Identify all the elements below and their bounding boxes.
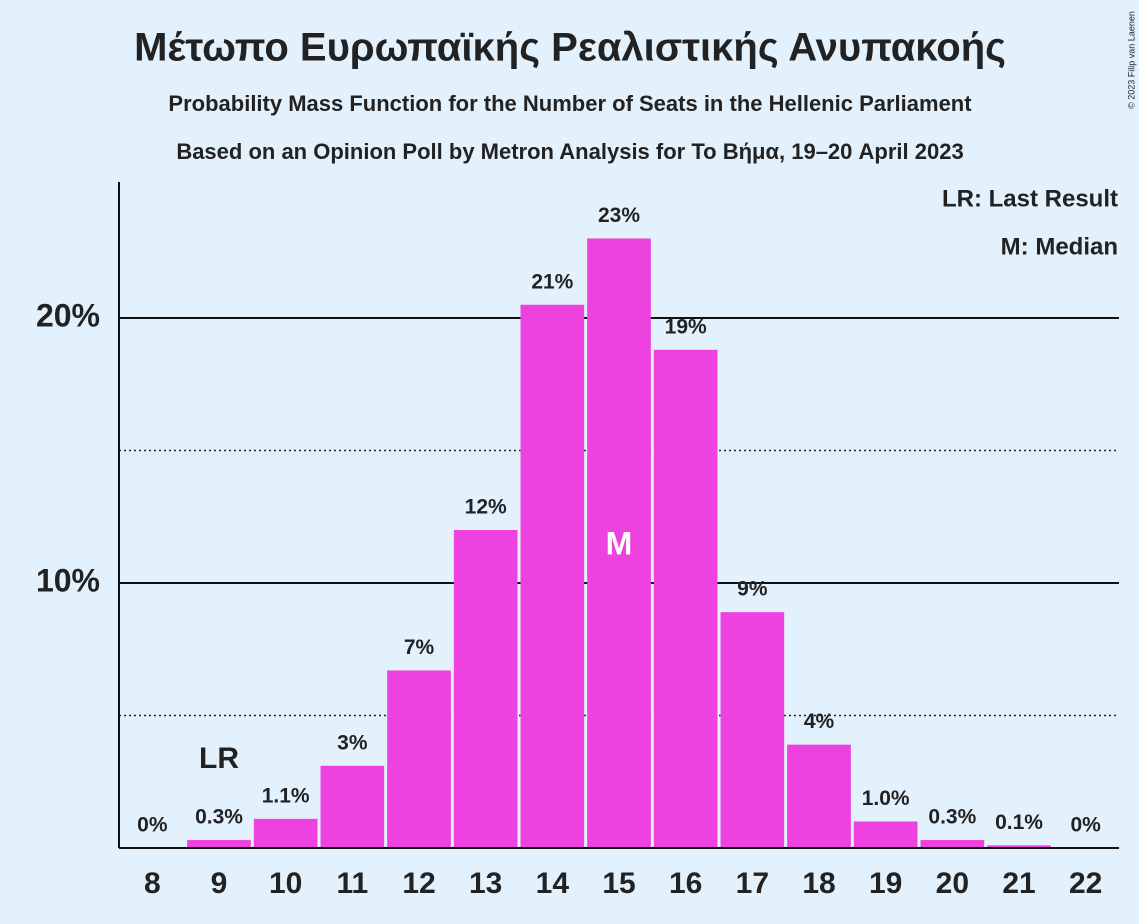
median-marker: M bbox=[606, 525, 633, 561]
x-tick-label: 11 bbox=[336, 867, 368, 900]
value-label: 3% bbox=[337, 731, 368, 754]
chart-title: Μέτωπο Ευρωπαϊκής Ρεαλιστικής Ανυπακοής bbox=[134, 26, 1006, 70]
x-tick-label: 15 bbox=[602, 867, 635, 900]
value-label: 9% bbox=[737, 578, 768, 601]
bar bbox=[387, 670, 451, 848]
bar bbox=[720, 612, 785, 848]
bar bbox=[520, 304, 585, 848]
x-tick-label: 18 bbox=[802, 867, 835, 900]
bar bbox=[320, 765, 385, 848]
last-result-marker: LR bbox=[199, 742, 239, 775]
value-label: 21% bbox=[531, 270, 573, 293]
x-tick-label: 19 bbox=[869, 867, 902, 900]
legend-entry: M: Median bbox=[1001, 233, 1118, 260]
legend-entry: LR: Last Result bbox=[942, 185, 1118, 212]
bar bbox=[920, 840, 985, 848]
x-tick-label: 14 bbox=[536, 867, 570, 900]
bar bbox=[987, 845, 1051, 848]
bar bbox=[453, 530, 518, 848]
value-label: 23% bbox=[598, 204, 640, 227]
y-tick-label: 20% bbox=[36, 297, 100, 333]
bar bbox=[187, 840, 251, 848]
value-label: 19% bbox=[665, 315, 707, 338]
x-tick-label: 8 bbox=[144, 867, 161, 900]
x-tick-label: 16 bbox=[669, 867, 702, 900]
bar bbox=[253, 818, 318, 848]
value-label: 0% bbox=[1070, 814, 1101, 837]
bar bbox=[787, 744, 851, 848]
x-tick-label: 22 bbox=[1069, 867, 1102, 900]
x-tick-label: 21 bbox=[1002, 867, 1035, 900]
value-label: 0% bbox=[137, 814, 168, 837]
value-label: 0.1% bbox=[995, 811, 1043, 834]
x-tick-label: 10 bbox=[269, 867, 302, 900]
x-tick-label: 12 bbox=[402, 867, 435, 900]
value-label: 1.1% bbox=[262, 784, 310, 807]
x-tick-label: 17 bbox=[736, 867, 769, 900]
chart-subtitle: Based on an Opinion Poll by Metron Analy… bbox=[176, 139, 963, 164]
value-label: 7% bbox=[404, 636, 435, 659]
value-label: 0.3% bbox=[195, 806, 243, 829]
value-label: 0.3% bbox=[928, 806, 976, 829]
bar bbox=[853, 821, 918, 848]
x-tick-label: 20 bbox=[936, 867, 969, 900]
copyright: © 2023 Filip van Laenen bbox=[1126, 11, 1136, 109]
x-tick-label: 9 bbox=[211, 867, 228, 900]
x-tick-label: 13 bbox=[469, 867, 502, 900]
value-label: 4% bbox=[804, 710, 835, 733]
bar bbox=[653, 349, 718, 848]
y-tick-label: 10% bbox=[36, 562, 100, 598]
chart-subtitle: Probability Mass Function for the Number… bbox=[168, 91, 972, 116]
bar bbox=[587, 238, 651, 848]
value-label: 1.0% bbox=[862, 787, 910, 810]
value-label: 12% bbox=[465, 496, 507, 519]
